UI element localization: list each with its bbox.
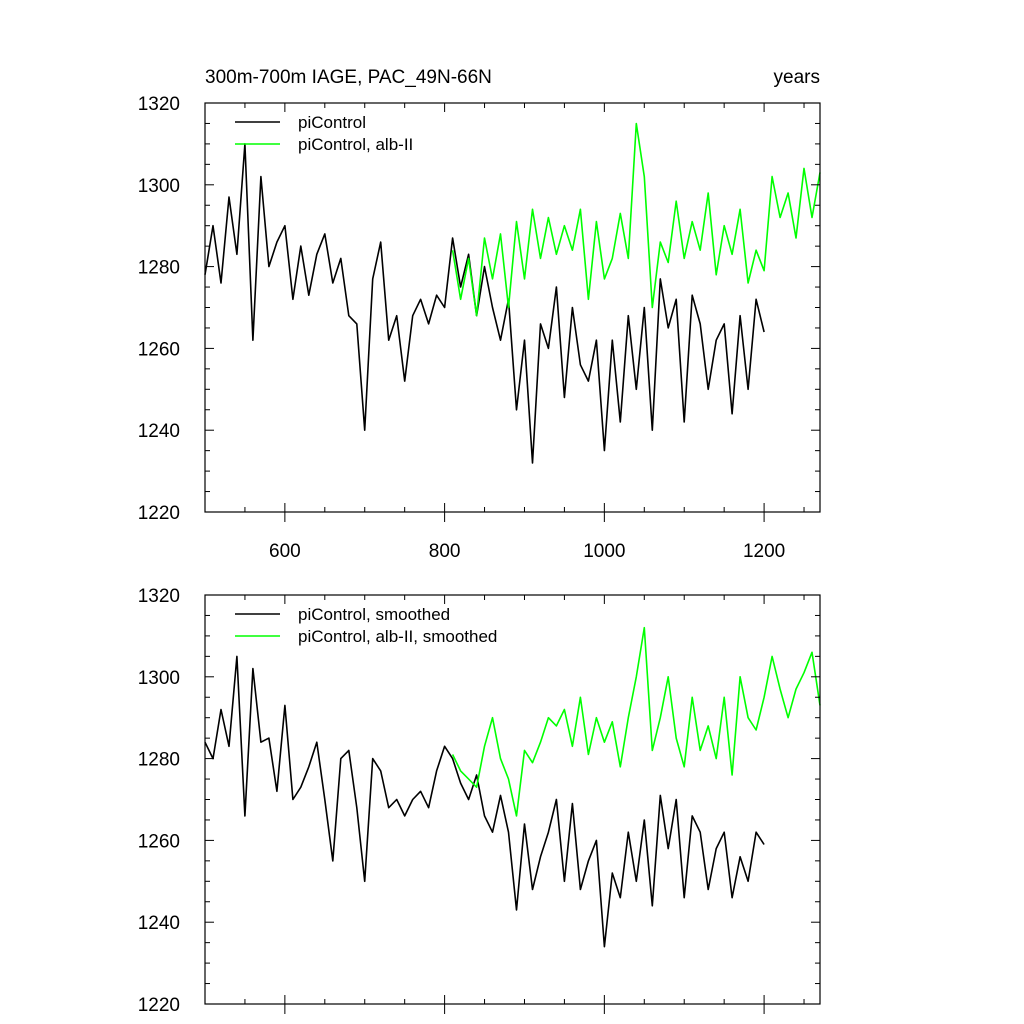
plot-frame — [204, 102, 821, 513]
y-tick-label: 1280 — [138, 750, 180, 771]
y-tick-label: 1240 — [138, 421, 180, 442]
x-tick-label: 1200 — [743, 541, 785, 562]
x-tick-label: 600 — [269, 541, 301, 562]
series-line-picontrol — [204, 143, 765, 464]
x-tick-label: 800 — [429, 541, 461, 562]
y-tick-label: 1220 — [138, 503, 180, 524]
y-tick-label: 1320 — [138, 94, 180, 115]
y-tick-label: 1300 — [138, 668, 180, 689]
legend-label: piControl, smoothed — [298, 605, 450, 624]
bottom-panel: 1220 1240 1260 1280 1300 1320 piControl, smoot… — [138, 586, 821, 1016]
top-panel: 1220 1240 1260 1280 1300 1320 600 800 1000 1200 30… — [138, 67, 821, 562]
chart-title: 300m-700m IAGE, PAC_49N-66N — [205, 67, 492, 88]
series-line-picontrol-alb-ii — [451, 626, 821, 817]
y-tick-label: 1320 — [138, 586, 180, 607]
y-tick-label: 1220 — [138, 995, 180, 1016]
chart-title-right: years — [774, 67, 820, 88]
legend-label: piControl — [298, 113, 366, 132]
y-tick-label: 1280 — [138, 258, 180, 279]
y-tick-label: 1240 — [138, 913, 180, 934]
series-line-picontrol-alb-ii — [451, 122, 821, 317]
y-tick-label: 1260 — [138, 831, 180, 852]
y-tick-label: 1300 — [138, 176, 180, 197]
series-line-picontrol — [204, 655, 765, 948]
x-tick-label: 1000 — [583, 541, 625, 562]
legend-label: piControl, alb-II, smoothed — [298, 627, 497, 646]
legend-label: piControl, alb-II — [298, 135, 413, 154]
y-tick-label: 1260 — [138, 339, 180, 360]
